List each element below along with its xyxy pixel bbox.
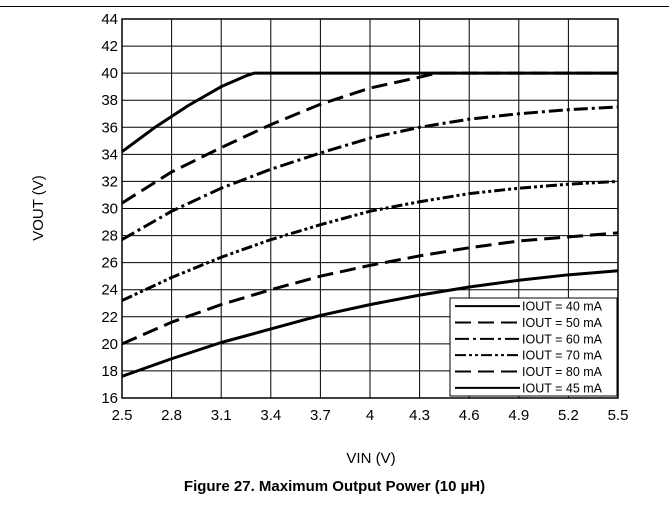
y-tick-label: 22 bbox=[101, 309, 118, 326]
x-tick-label: 4.6 bbox=[459, 407, 480, 424]
series-line-4 bbox=[121, 179, 619, 302]
plot-frame bbox=[121, 18, 619, 399]
x-tick-labels: 2.5 2.8 3.1 3.4 3.7 4 4.3 4.6 4.9 5.2 5.5 bbox=[112, 407, 629, 424]
y-tick-label: 44 bbox=[101, 11, 118, 28]
x-tick-label: 3.1 bbox=[211, 407, 232, 424]
y-tick-label: 42 bbox=[101, 38, 118, 55]
y-tick-label: 16 bbox=[101, 390, 118, 407]
x-tick-label: 3.7 bbox=[310, 407, 331, 424]
top-rule bbox=[0, 6, 669, 7]
x-tick-label: 4.3 bbox=[409, 407, 430, 424]
x-tick-label: 2.8 bbox=[161, 407, 182, 424]
x-axis-label: VIN (V) bbox=[346, 450, 395, 467]
legend-label: IOUT = 60 mA bbox=[522, 332, 603, 346]
series-line-3 bbox=[121, 105, 619, 241]
y-tick-label: 30 bbox=[101, 201, 118, 218]
y-tick-label: 38 bbox=[101, 92, 118, 109]
y-tick-label: 32 bbox=[101, 173, 118, 190]
y-tick-label: 24 bbox=[101, 282, 118, 299]
series-group bbox=[121, 71, 619, 378]
series-line-2 bbox=[121, 231, 619, 346]
x-tick-label: 4 bbox=[366, 407, 374, 424]
x-tick-label: 3.4 bbox=[260, 407, 281, 424]
series-line-6 bbox=[121, 71, 618, 153]
y-tick-label: 18 bbox=[101, 363, 118, 380]
series-line-1 bbox=[121, 269, 619, 378]
y-tick-label: 28 bbox=[101, 228, 118, 245]
x-tick-label: 5.2 bbox=[558, 407, 579, 424]
x-tick-label: 2.5 bbox=[112, 407, 133, 424]
x-tick-label: 4.9 bbox=[508, 407, 529, 424]
legend-label: IOUT = 50 mA bbox=[522, 316, 603, 330]
y-tick-label: 36 bbox=[101, 119, 118, 136]
legend-box bbox=[449, 297, 618, 397]
legend-label: IOUT = 70 mA bbox=[522, 349, 603, 363]
y-axis-label: VOUT (V) bbox=[30, 175, 47, 241]
y-tick-labels: 16 18 20 22 24 26 28 30 32 34 36 38 40 42 44 bbox=[101, 11, 118, 407]
chart: 2.5 2.8 3.1 3.4 3.7 4 4.3 4.6 4.9 5.2 5.5 16 18 20 22… bbox=[30, 11, 629, 467]
y-tick-label: 20 bbox=[101, 336, 118, 353]
figure-caption: Figure 27. Maximum Output Power (10 µH) bbox=[183, 478, 486, 495]
legend-label: IOUT = 40 mA bbox=[522, 300, 603, 314]
legend: IOUT = 40 mA IOUT = 50 mA IOUT = 60 mA IOUT… bbox=[449, 297, 618, 397]
y-tick-label: 40 bbox=[101, 65, 118, 82]
legend-label: IOUT = 45 mA bbox=[522, 381, 603, 395]
y-tick-label: 26 bbox=[101, 255, 118, 272]
series-line-5 bbox=[121, 71, 618, 205]
x-tick-label: 5.5 bbox=[608, 407, 629, 424]
y-tick-label: 34 bbox=[101, 146, 118, 163]
legend-label: IOUT = 80 mA bbox=[522, 365, 603, 379]
